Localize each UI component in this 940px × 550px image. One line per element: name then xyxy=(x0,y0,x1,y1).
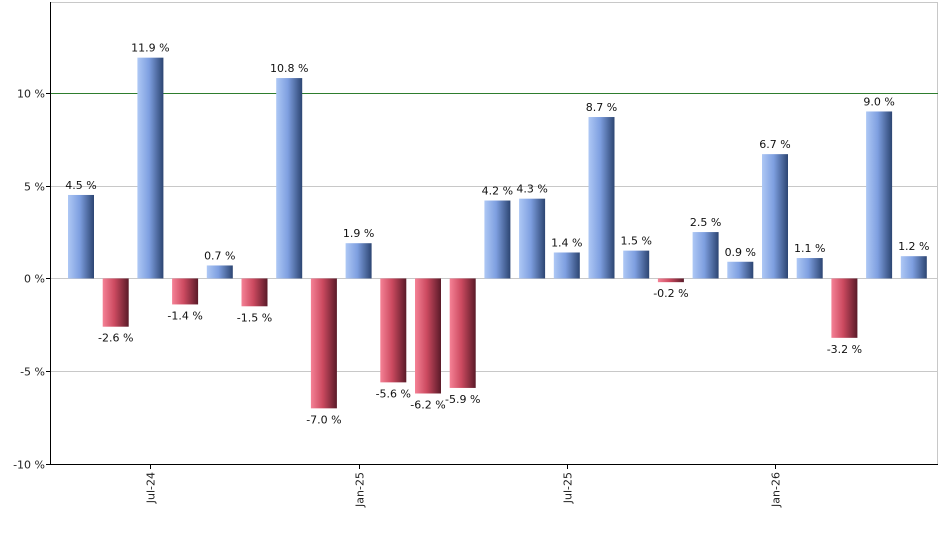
bar xyxy=(137,57,164,279)
data-label: 1.2 % xyxy=(898,240,929,253)
bar xyxy=(206,265,233,279)
x-tick-label: Jan-26 xyxy=(770,472,783,508)
x-tick-label: Jan-25 xyxy=(354,472,367,508)
data-label: 4.3 % xyxy=(516,183,547,196)
bar xyxy=(449,278,476,388)
bar xyxy=(345,243,372,279)
bar xyxy=(692,232,719,279)
data-label: -3.2 % xyxy=(827,343,862,356)
y-tick-label: 5 % xyxy=(24,181,45,194)
bar xyxy=(866,111,893,279)
data-label: 8.7 % xyxy=(586,101,617,114)
data-label: 10.8 % xyxy=(270,62,308,75)
data-label: -5.6 % xyxy=(376,387,411,400)
bar xyxy=(172,278,199,305)
bar xyxy=(310,278,337,409)
data-label: 6.7 % xyxy=(759,138,790,151)
bar xyxy=(380,278,407,383)
data-label: -0.2 % xyxy=(653,287,688,300)
data-label: -5.9 % xyxy=(445,393,480,406)
y-tick-label: 10 % xyxy=(17,88,45,101)
bar xyxy=(831,278,858,338)
y-tick-label: -5 % xyxy=(20,366,45,379)
y-tick-label: -10 % xyxy=(13,459,45,472)
bar xyxy=(484,200,511,279)
x-tick-label: Jul-25 xyxy=(562,472,575,504)
bar xyxy=(68,194,94,279)
data-label: -6.2 % xyxy=(410,398,445,411)
data-label: 0.9 % xyxy=(725,246,756,259)
data-label: -1.5 % xyxy=(237,311,272,324)
bar xyxy=(727,261,754,279)
bar xyxy=(796,258,823,279)
bar xyxy=(102,278,129,327)
data-label: 1.1 % xyxy=(794,242,825,255)
bar xyxy=(276,78,303,279)
bar xyxy=(900,256,927,279)
data-label: 1.5 % xyxy=(620,235,651,248)
data-label: -7.0 % xyxy=(306,413,341,426)
data-label: 0.7 % xyxy=(204,249,235,262)
data-labels: 4.5 % -2.6 % 11.9 % -1.4 % 0.7 % -1.5 % 10.8 %… xyxy=(65,42,929,427)
x-tick-label: Jul-24 xyxy=(145,472,158,504)
bar xyxy=(553,252,580,279)
data-label: -1.4 % xyxy=(167,309,202,322)
data-label: 2.5 % xyxy=(690,216,721,229)
bars xyxy=(68,57,927,409)
data-label: 4.2 % xyxy=(482,185,513,198)
data-label: 1.4 % xyxy=(551,236,582,249)
data-label: 4.5 % xyxy=(65,179,96,192)
data-label: -2.6 % xyxy=(98,332,133,345)
data-label: 11.9 % xyxy=(131,42,169,55)
data-label: 9.0 % xyxy=(863,95,894,108)
bar xyxy=(657,278,684,283)
axes: 10 % 5 % 0 % -5 % -10 % Jul-24 Jan-25 Jul-25 Jan… xyxy=(13,2,938,508)
y-tick-label: 0 % xyxy=(24,273,45,286)
bar xyxy=(623,250,650,279)
bar xyxy=(415,278,441,394)
bar xyxy=(588,117,615,279)
bar xyxy=(762,154,788,279)
bar xyxy=(241,278,268,307)
data-label: 1.9 % xyxy=(343,227,374,240)
bar xyxy=(519,198,546,279)
